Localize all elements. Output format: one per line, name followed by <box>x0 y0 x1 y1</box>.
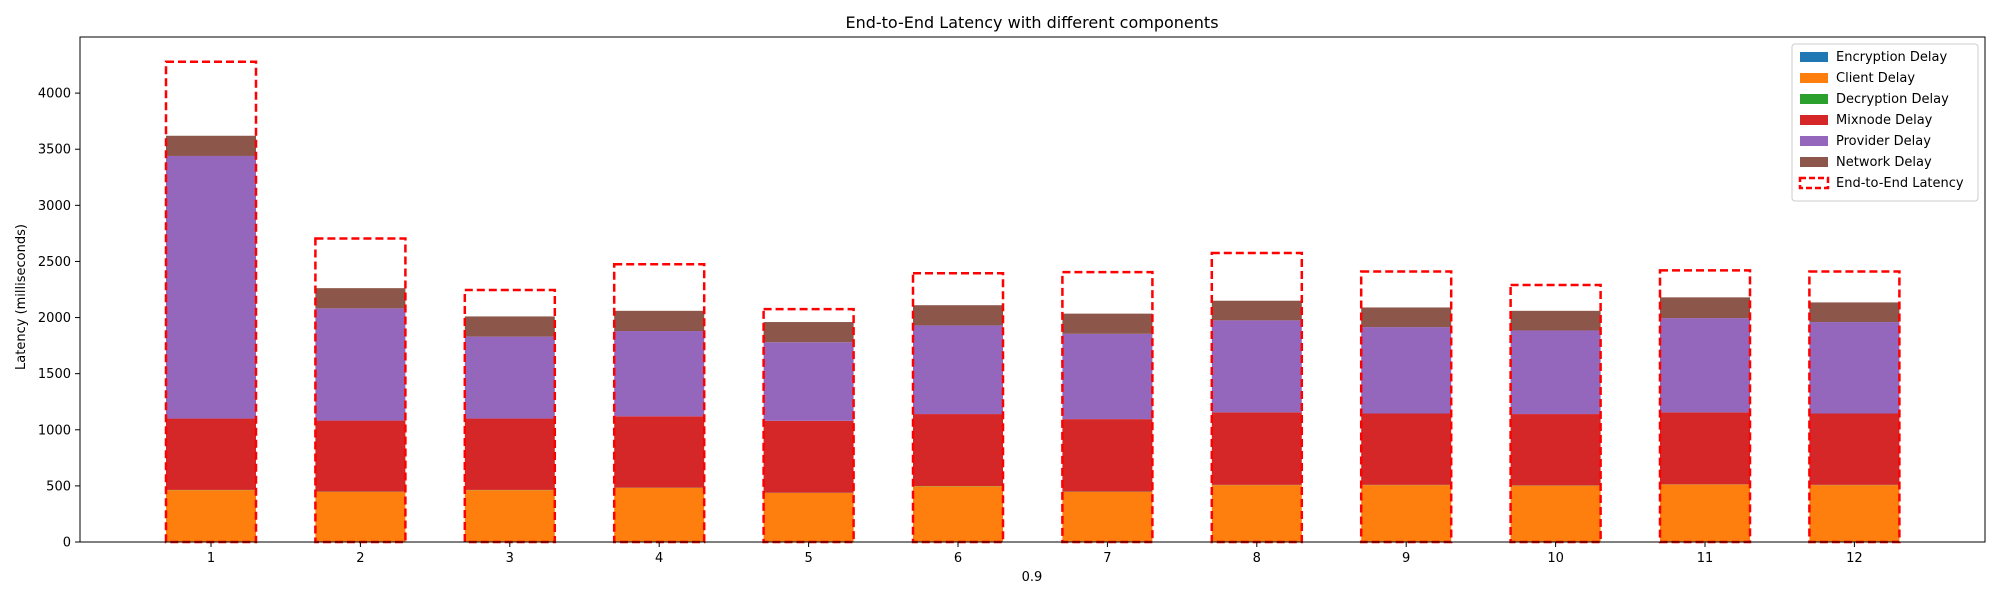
y-tick-label-0: 0 <box>63 536 71 551</box>
bar-network-delay-11 <box>1660 297 1750 319</box>
plot-frame <box>79 36 1986 543</box>
bar-provider-delay-9 <box>1361 327 1452 414</box>
bar-provider-delay-12 <box>1809 322 1900 414</box>
bar-mixnode-delay-12 <box>1809 413 1900 485</box>
end-to-end-layer <box>164 60 1901 544</box>
y-tick-label-2000: 2000 <box>38 311 71 326</box>
bar-mixnode-delay-4 <box>614 416 705 488</box>
legend: Encryption Delay Client Delay Decryption D… <box>1791 43 1979 202</box>
bar-network-delay-10 <box>1510 310 1601 331</box>
bar-client-delay-2 <box>315 491 406 542</box>
bars-layer <box>166 135 1900 542</box>
y-tick-label-2500: 2500 <box>38 255 71 270</box>
y-tick-label-1500: 1500 <box>38 367 71 382</box>
bar-mixnode-delay-10 <box>1510 414 1601 486</box>
chart-title: End-to-End Latency with different compon… <box>845 13 1218 32</box>
bar-network-delay-3 <box>464 316 555 337</box>
x-tick-label-4: 4 <box>655 551 663 566</box>
legend-label-encryption-delay: Encryption Delay <box>1836 50 1948 65</box>
bar-client-delay-3 <box>464 490 555 542</box>
bar-network-delay-9 <box>1361 307 1452 328</box>
bar-network-delay-2 <box>315 288 406 309</box>
legend-swatch-client-delay <box>1800 73 1828 83</box>
bar-network-delay-12 <box>1809 302 1900 323</box>
bar-mixnode-delay-2 <box>315 420 406 492</box>
y-axis-label: Latency (milliseconds) <box>14 224 29 370</box>
bar-client-delay-4 <box>614 487 705 542</box>
legend-label-client-delay: Client Delay <box>1836 71 1915 86</box>
bar-client-delay-12 <box>1809 485 1900 542</box>
x-tick-label-12: 12 <box>1846 551 1863 566</box>
bar-provider-delay-8 <box>1211 320 1302 413</box>
bar-client-delay-9 <box>1361 485 1452 542</box>
bar-mixnode-delay-7 <box>1062 419 1153 492</box>
bar-provider-delay-2 <box>315 308 406 421</box>
bar-network-delay-4 <box>614 310 705 332</box>
bar-network-delay-8 <box>1211 300 1302 321</box>
x-tick-label-3: 3 <box>506 551 514 566</box>
bar-mixnode-delay-5 <box>763 420 854 493</box>
bar-client-delay-6 <box>913 486 1003 542</box>
bar-provider-delay-5 <box>763 342 854 421</box>
y-tick-label-3500: 3500 <box>38 143 71 158</box>
bar-network-delay-6 <box>913 305 1003 326</box>
legend-label-decryption-delay: Decryption Delay <box>1836 92 1949 107</box>
legend-swatch-network-delay <box>1800 157 1828 167</box>
x-axis-label: 0.9 <box>1022 570 1043 585</box>
bar-mixnode-delay-9 <box>1361 413 1452 485</box>
bar-provider-delay-4 <box>614 331 705 417</box>
legend-label-mixnode-delay: Mixnode Delay <box>1836 113 1933 128</box>
bar-client-delay-1 <box>166 490 256 542</box>
x-tick-label-9: 9 <box>1402 551 1410 566</box>
bar-network-delay-7 <box>1062 313 1153 334</box>
y-tick-label-1000: 1000 <box>38 423 71 438</box>
legend-label-network-delay: Network Delay <box>1836 155 1932 170</box>
legend-label-end-to-end-latency: End-to-End Latency <box>1836 176 1964 191</box>
y-tick-label-4000: 4000 <box>38 87 71 102</box>
bar-client-delay-7 <box>1062 491 1153 542</box>
bar-mixnode-delay-6 <box>913 414 1003 487</box>
legend-swatch-mixnode-delay <box>1800 115 1828 125</box>
x-tick-label-5: 5 <box>804 551 812 566</box>
bar-provider-delay-1 <box>166 155 256 419</box>
x-tick-label-7: 7 <box>1103 551 1111 566</box>
bar-provider-delay-3 <box>464 336 555 419</box>
bar-mixnode-delay-11 <box>1660 412 1750 485</box>
legend-swatch-decryption-delay <box>1800 94 1828 104</box>
legend-swatch-end-to-end-latency <box>1798 176 1830 190</box>
bar-network-delay-1 <box>166 135 256 156</box>
x-tick-label-11: 11 <box>1697 551 1714 566</box>
legend-box <box>1791 43 1979 202</box>
bar-client-delay-5 <box>763 492 854 542</box>
bar-network-delay-5 <box>763 322 854 343</box>
x-tick-label-2: 2 <box>356 551 364 566</box>
y-tick-label-3000: 3000 <box>38 199 71 214</box>
x-tick-label-8: 8 <box>1253 551 1261 566</box>
legend-label-provider-delay: Provider Delay <box>1836 134 1931 149</box>
x-tick-label-6: 6 <box>954 551 962 566</box>
bar-client-delay-11 <box>1660 484 1750 542</box>
bar-provider-delay-7 <box>1062 333 1153 420</box>
bar-provider-delay-6 <box>913 325 1003 415</box>
x-tick-label-10: 10 <box>1547 551 1564 566</box>
bar-mixnode-delay-1 <box>166 418 256 490</box>
bar-mixnode-delay-8 <box>1211 412 1302 485</box>
bar-mixnode-delay-3 <box>464 418 555 490</box>
bar-provider-delay-10 <box>1510 330 1601 415</box>
bar-provider-delay-11 <box>1660 318 1750 413</box>
y-tick-label-500: 500 <box>46 479 71 494</box>
legend-swatch-provider-delay <box>1800 136 1828 146</box>
legend-swatch-encryption-delay <box>1800 52 1828 62</box>
bar-client-delay-8 <box>1211 485 1302 542</box>
bar-client-delay-10 <box>1510 485 1601 542</box>
x-tick-label-1: 1 <box>207 551 215 566</box>
